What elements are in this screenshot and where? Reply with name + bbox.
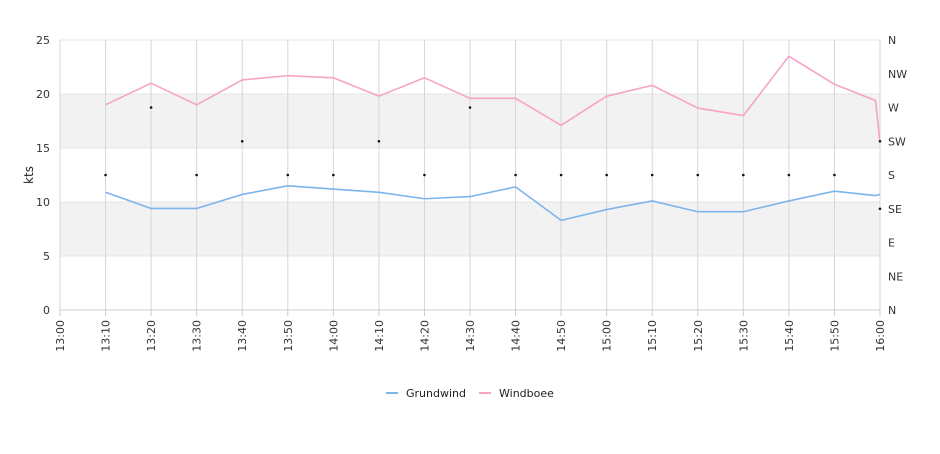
direction-tick-label: SW — [888, 135, 906, 148]
x-tick-label: 14:30 — [464, 320, 477, 352]
direction-point — [742, 173, 745, 177]
direction-point — [787, 173, 791, 177]
direction-tick-label: NE — [888, 270, 903, 283]
x-tick-label: 13:10 — [100, 320, 113, 352]
series-line-windboee — [105, 55, 881, 143]
x-tick-label: 15:20 — [692, 320, 705, 352]
direction-point — [195, 173, 198, 177]
direction-point — [650, 173, 654, 177]
x-tick-label: 14:10 — [373, 320, 386, 352]
direction-point — [104, 173, 107, 177]
x-tick-label: 13:00 — [54, 320, 67, 352]
legend-label-grundwind[interactable]: Grundwind — [406, 387, 466, 400]
direction-point — [833, 173, 836, 177]
direction-point — [468, 106, 472, 109]
direction-tick-label: SE — [888, 203, 902, 216]
x-tick-label: 15:00 — [601, 320, 614, 352]
direction-point — [559, 173, 563, 177]
y-tick-label: 0 — [43, 304, 50, 317]
direction-point — [377, 139, 381, 143]
x-tick-label: 15:10 — [646, 320, 659, 352]
direction-point — [878, 207, 882, 211]
x-tick-label: 13:50 — [282, 320, 295, 352]
direction-point — [332, 173, 335, 177]
x-tick-label: 14:50 — [555, 320, 568, 352]
x-tick-label: 14:20 — [418, 320, 431, 352]
direction-tick-label: S — [888, 169, 895, 182]
direction-point — [605, 173, 608, 177]
direction-tick-label: E — [888, 237, 895, 250]
direction-tick-label: N — [888, 34, 896, 47]
x-tick-label: 13:20 — [145, 320, 158, 352]
series-line-grundwind — [105, 185, 881, 222]
y-tick-label: 25 — [36, 34, 50, 47]
direction-tick-label: W — [888, 102, 899, 115]
x-tick-label: 14:40 — [510, 320, 523, 352]
direction-point — [286, 173, 290, 177]
y-tick-label: 20 — [36, 88, 50, 101]
x-tick-label: 13:30 — [191, 320, 204, 352]
direction-point — [878, 139, 882, 143]
x-tick-label: 13:40 — [236, 320, 249, 352]
y-tick-label: 10 — [36, 196, 50, 209]
direction-tick-label: N — [888, 304, 896, 317]
direction-tick-label: NW — [888, 68, 907, 81]
x-tick-label: 15:50 — [828, 320, 841, 352]
direction-point — [149, 106, 153, 109]
y-tick-label: 5 — [43, 250, 50, 263]
direction-point — [514, 173, 517, 177]
x-tick-label: 16:00 — [874, 320, 887, 352]
direction-point — [696, 173, 700, 177]
direction-point — [240, 139, 244, 143]
x-tick-label: 14:00 — [327, 320, 340, 352]
y-tick-label: 15 — [36, 142, 50, 155]
direction-point — [423, 173, 426, 177]
x-tick-label: 15:40 — [783, 320, 796, 352]
legend-label-windboee[interactable]: Windboee — [499, 387, 554, 400]
x-tick-label: 15:30 — [737, 320, 750, 352]
y-axis-title: kts — [22, 166, 36, 184]
